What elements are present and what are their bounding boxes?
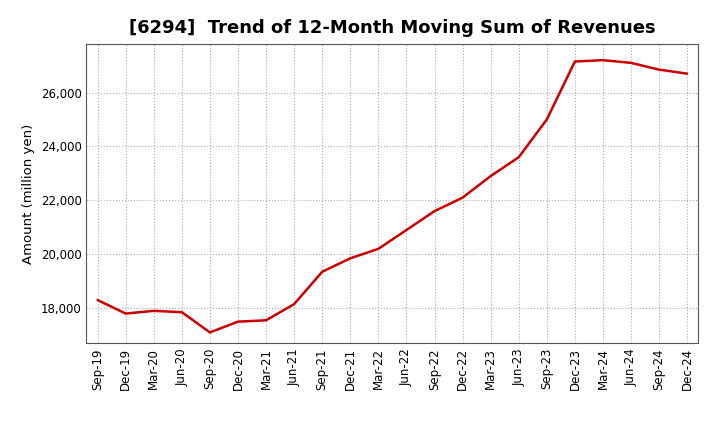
Title: [6294]  Trend of 12-Month Moving Sum of Revenues: [6294] Trend of 12-Month Moving Sum of R… — [129, 19, 656, 37]
Y-axis label: Amount (million yen): Amount (million yen) — [22, 124, 35, 264]
